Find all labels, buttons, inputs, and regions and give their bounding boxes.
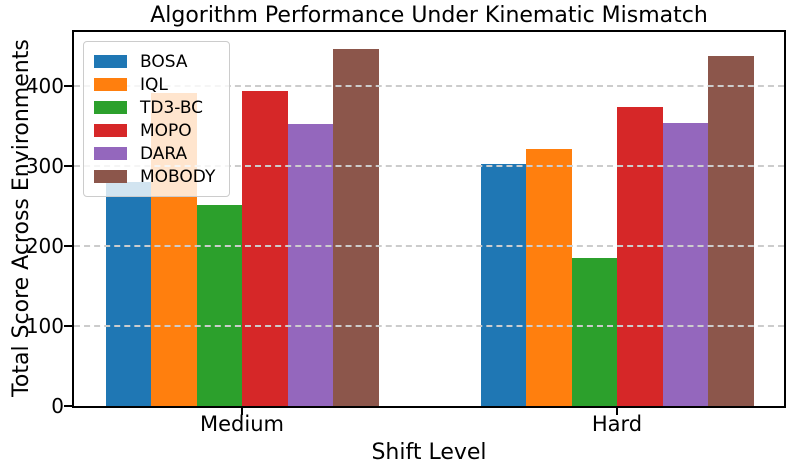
y-tick-label-100: 100: [25, 314, 64, 339]
bar-bosa-medium: [105, 182, 151, 406]
legend-label-td3-bc: TD3-BC: [140, 97, 204, 118]
legend-label-iql: IQL: [140, 74, 168, 95]
y-tick-mark-0: [64, 405, 72, 407]
legend-label-dara: DARA: [140, 143, 188, 164]
bar-dara-medium: [287, 123, 333, 406]
legend-label-mopo: MOPO: [140, 120, 192, 141]
y-tick-label-300: 300: [25, 154, 64, 179]
plot-area: BOSA IQL TD3-BC MOPO DARA MOBODY: [72, 30, 786, 408]
x-axis-label: Shift Level: [371, 440, 487, 465]
legend-item-iql: IQL: [94, 73, 215, 96]
legend: BOSA IQL TD3-BC MOPO DARA MOBODY: [83, 41, 231, 197]
bar-mobody-medium: [333, 48, 379, 406]
bar-dara-hard: [662, 123, 708, 406]
y-tick-mark-100: [64, 325, 72, 328]
bar-bosa-hard: [480, 163, 526, 406]
legend-item-mobody: MOBODY: [94, 165, 215, 188]
legend-item-mopo: MOPO: [94, 119, 215, 142]
legend-swatch-td3-bc: [94, 101, 127, 114]
x-tick-label-medium: Medium: [200, 412, 284, 436]
legend-swatch-mobody: [94, 170, 127, 183]
bar-td3-bc-hard: [571, 258, 617, 406]
y-tick-label-200: 200: [25, 234, 64, 259]
bar-mopo-hard: [617, 107, 663, 406]
legend-label-mobody: MOBODY: [140, 166, 216, 187]
legend-swatch-bosa: [94, 55, 127, 68]
bar-td3-bc-medium: [196, 204, 242, 406]
y-tick-label-400: 400: [25, 74, 64, 99]
y-tick-label-0: 0: [51, 394, 64, 418]
chart-title: Algorithm Performance Under Kinematic Mi…: [150, 3, 708, 28]
legend-item-bosa: BOSA: [94, 50, 215, 73]
y-tick-mark-200: [64, 245, 72, 248]
bar-mobody-hard: [708, 55, 754, 406]
y-tick-mark-400: [64, 85, 72, 88]
x-tick-mark-medium: [241, 408, 243, 415]
legend-swatch-mopo: [94, 124, 127, 137]
bar-mopo-medium: [242, 91, 288, 406]
x-tick-label-hard: Hard: [591, 412, 643, 436]
y-tick-mark-300: [64, 165, 72, 168]
bar-iql-hard: [526, 148, 572, 406]
legend-swatch-dara: [94, 147, 127, 160]
x-tick-mark-hard: [616, 408, 618, 415]
legend-swatch-iql: [94, 78, 127, 91]
legend-label-bosa: BOSA: [140, 51, 188, 72]
legend-item-td3-bc: TD3-BC: [94, 96, 215, 119]
legend-item-dara: DARA: [94, 142, 215, 165]
